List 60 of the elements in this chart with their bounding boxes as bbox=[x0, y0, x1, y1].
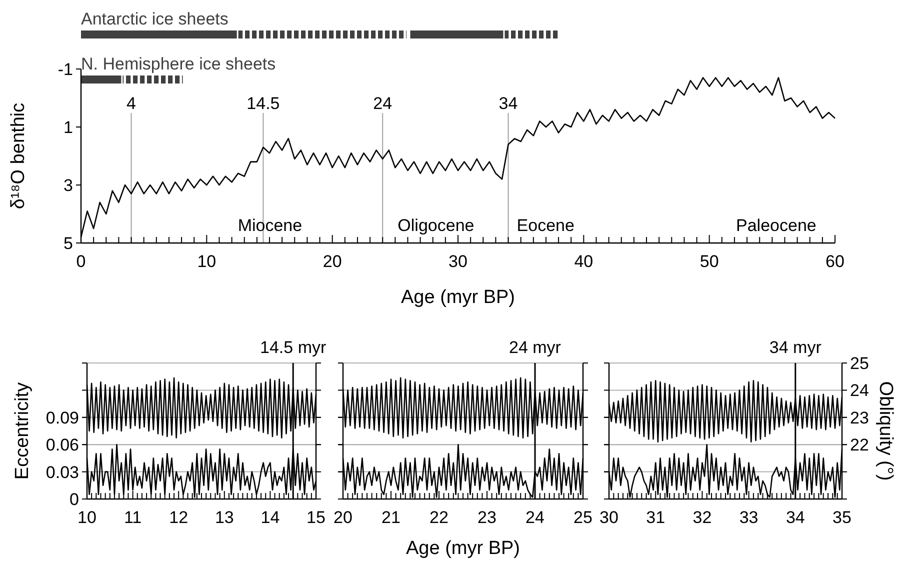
y-tick-label: 0.09 bbox=[46, 408, 79, 428]
ref-line-label: 4 bbox=[126, 94, 136, 113]
x-axis-title: Age (myr BP) bbox=[406, 538, 520, 559]
x-tick-label: 34 bbox=[786, 508, 805, 527]
y-axis-title: δ¹⁸O benthic bbox=[8, 102, 29, 210]
y-tick-label: 1 bbox=[64, 118, 73, 137]
x-tick-label: 35 bbox=[832, 508, 852, 527]
y-tick-label: 3 bbox=[64, 176, 73, 195]
annotation: Oligocene bbox=[398, 216, 474, 235]
x-tick-label: 30 bbox=[600, 508, 618, 527]
x-tick-label: 11 bbox=[124, 508, 142, 527]
y2-tick-label: 23 bbox=[850, 408, 869, 428]
y2-tick-label: 24 bbox=[850, 381, 869, 400]
y-tick-label: 0.06 bbox=[46, 436, 79, 455]
bar bbox=[122, 76, 183, 84]
x-tick-label: 40 bbox=[574, 252, 594, 271]
x-tick-label: 32 bbox=[692, 508, 712, 527]
x-tick-label: 21 bbox=[382, 508, 400, 527]
annotation: Paleocene bbox=[736, 216, 816, 235]
bar bbox=[504, 30, 559, 38]
x-tick-label: 23 bbox=[478, 508, 496, 527]
bar bbox=[81, 30, 237, 38]
y2-tick-label: 25 bbox=[850, 354, 869, 373]
x-tick-label: 50 bbox=[700, 252, 719, 271]
bar bbox=[238, 30, 406, 38]
x-tick-label: 12 bbox=[169, 508, 188, 527]
ref-line-label: 24 bbox=[373, 94, 392, 113]
x-tick-label: 13 bbox=[214, 508, 234, 527]
x-tick-label: 30 bbox=[448, 252, 468, 271]
y2-tick-label: 22 bbox=[850, 436, 869, 455]
y-axis-title: Eccentricity bbox=[12, 382, 33, 480]
x-tick-label: 20 bbox=[334, 508, 352, 527]
annotation: Eocene bbox=[516, 216, 574, 235]
ref-line-label: 34 bbox=[498, 94, 518, 113]
bar bbox=[81, 76, 122, 84]
ref-line-label: 24 myr bbox=[509, 338, 562, 357]
x-tick-label: 14 bbox=[260, 508, 280, 527]
x-axis-title: Age (myr BP) bbox=[400, 287, 516, 308]
x-tick-label: 22 bbox=[430, 508, 448, 527]
category-label: N. Hemisphere ice sheets bbox=[81, 54, 276, 74]
ref-line-label: 14.5 bbox=[246, 94, 280, 113]
x-tick-label: 60 bbox=[826, 252, 844, 271]
x-tick-label: 10 bbox=[197, 252, 216, 271]
x-tick-label: 24 bbox=[526, 508, 544, 527]
y-tick-label: 5 bbox=[64, 234, 73, 253]
x-tick-label: 25 bbox=[574, 508, 592, 527]
y2-axis-title: Obliquity (°) bbox=[875, 381, 896, 481]
y-tick-label: 0.03 bbox=[46, 462, 79, 482]
ref-line-label: 14.5 myr bbox=[260, 338, 326, 357]
y-tick-label: 0 bbox=[70, 490, 79, 509]
x-tick-label: 15 bbox=[306, 508, 326, 527]
x-tick-label: 31 bbox=[646, 508, 666, 527]
ref-line-label: 34 myr bbox=[769, 338, 822, 357]
category-label: Antarctic ice sheets bbox=[81, 10, 228, 28]
y-tick-label: -1 bbox=[58, 60, 73, 79]
x-tick-label: 20 bbox=[322, 252, 342, 271]
x-tick-label: 33 bbox=[739, 508, 758, 527]
bar bbox=[410, 30, 504, 38]
x-tick-label: 10 bbox=[78, 508, 96, 527]
annotation: Miocene bbox=[238, 216, 302, 235]
